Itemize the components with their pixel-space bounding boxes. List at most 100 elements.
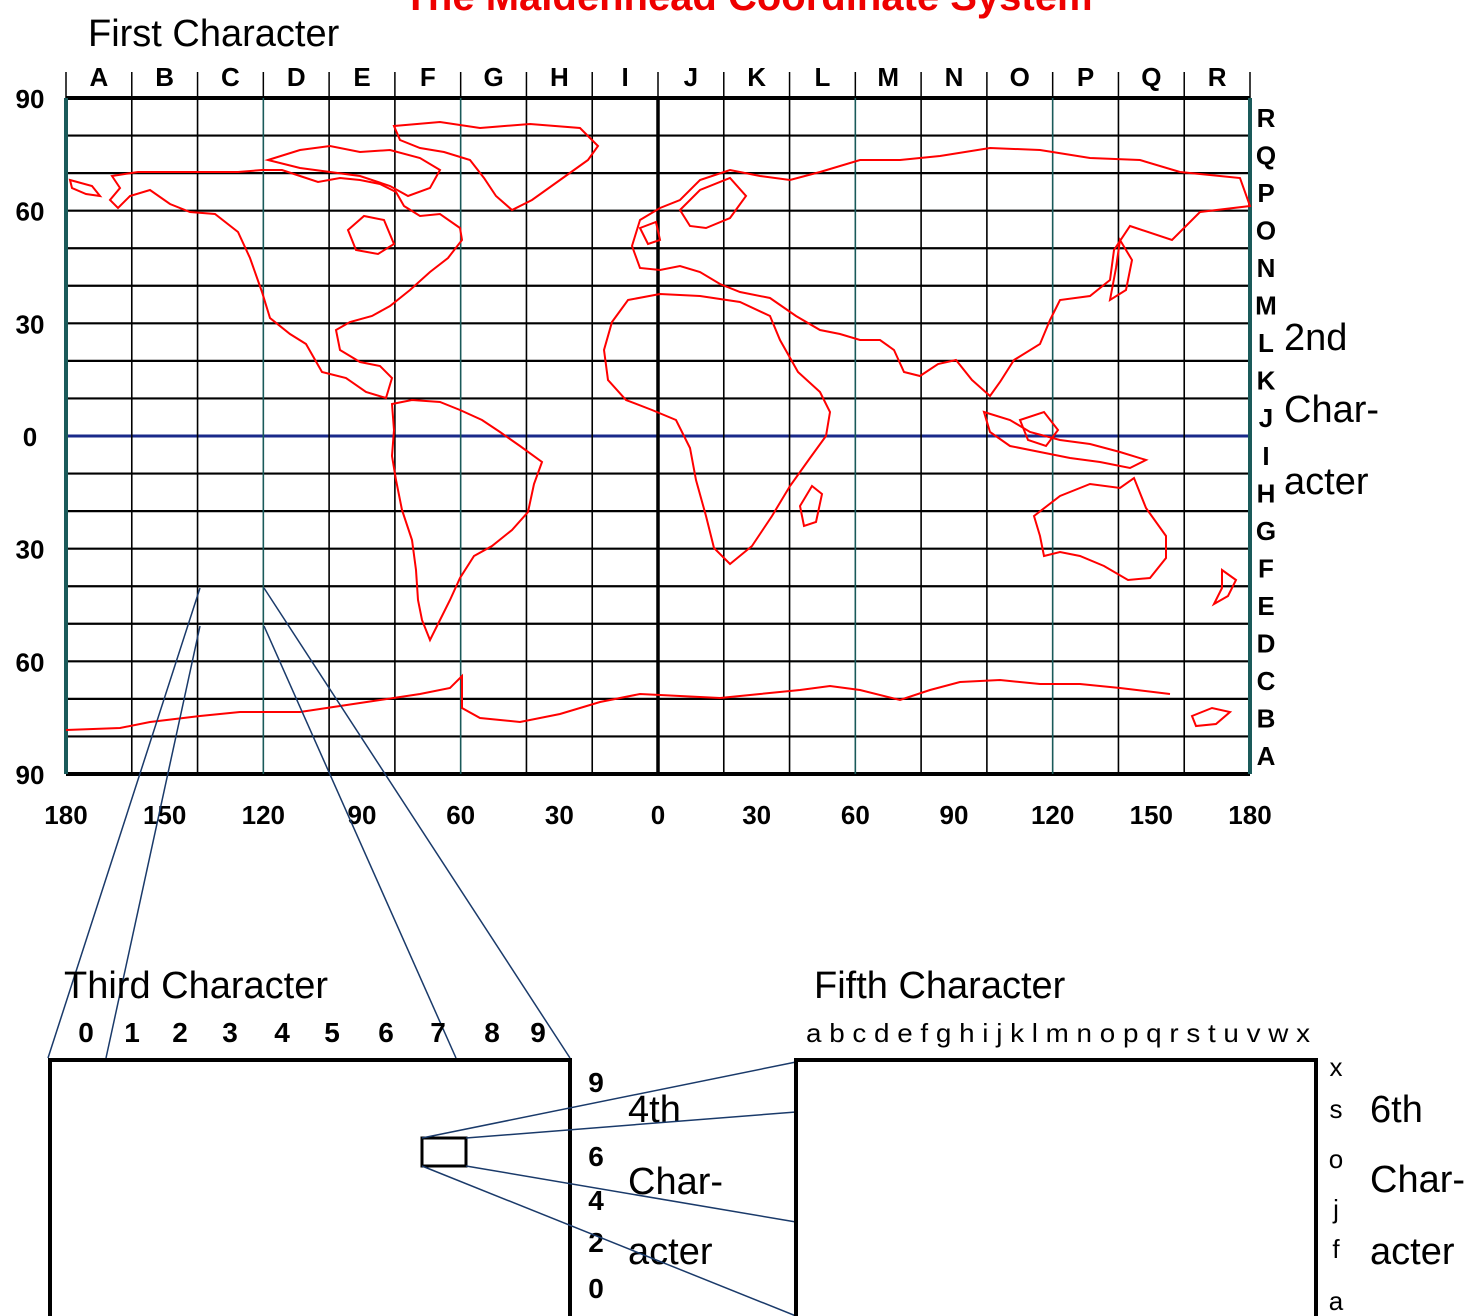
world-coastlines xyxy=(65,120,1252,731)
fourth-character-line-2: Char- xyxy=(628,1161,723,1203)
latitude-label: 60 xyxy=(16,647,45,677)
field-letter-lat-n: N xyxy=(1257,253,1276,283)
coast-eurasia xyxy=(630,146,1252,398)
field-letter-lat-b: B xyxy=(1257,704,1276,734)
coast-australia xyxy=(1032,476,1167,582)
square-digit-lon-9: 9 xyxy=(530,1017,546,1048)
square-digit-lat-6: 6 xyxy=(588,1141,604,1172)
coast-japan xyxy=(1108,237,1134,303)
subsquare-letter-lat-j: j xyxy=(1332,1194,1339,1224)
zoom-line xyxy=(263,587,571,1059)
longitude-label: 60 xyxy=(446,800,475,830)
field-letter-lon-c: C xyxy=(221,62,240,92)
subsquare-letter-lat-s: s xyxy=(1330,1094,1343,1124)
zoom-line xyxy=(421,1165,797,1316)
coast-antarctica xyxy=(65,673,1171,731)
coast-uk xyxy=(638,220,662,246)
square-digit-lat-0: 0 xyxy=(588,1273,604,1304)
field-letter-lat-p: P xyxy=(1257,178,1274,208)
field-letter-lon-f: F xyxy=(420,62,436,92)
coast-north-america xyxy=(108,169,464,400)
square-digits-lat: 9 6 4 2 0 xyxy=(588,1067,604,1304)
latitude-label: 30 xyxy=(16,309,45,339)
longitude-label: 150 xyxy=(143,800,186,830)
square-digit-lon-8: 8 xyxy=(484,1017,500,1048)
field-letter-lon-p: P xyxy=(1077,62,1094,92)
zoom-line xyxy=(263,625,457,1059)
coast-alaska-west xyxy=(68,178,103,198)
square-digit-lon-4: 4 xyxy=(274,1017,290,1048)
field-letter-lat-q: Q xyxy=(1256,140,1276,170)
subsquare-marker xyxy=(420,1136,468,1168)
sixth-character-line-3: acter xyxy=(1370,1231,1455,1273)
coast-antarctica-east xyxy=(1190,706,1233,728)
zoom-line xyxy=(465,1165,797,1223)
field-letter-lon-a: A xyxy=(89,62,108,92)
field-letter-lat-o: O xyxy=(1256,215,1276,245)
zoom-lines-square-to-subsquare xyxy=(421,1061,797,1316)
latitude-label: 0 xyxy=(23,422,37,452)
longitude-label: 120 xyxy=(1031,800,1074,830)
field-letter-lat-f: F xyxy=(1258,553,1274,583)
field-letter-lat-m: M xyxy=(1255,291,1277,321)
longitude-label: 0 xyxy=(651,800,665,830)
fourth-character-line-3: acter xyxy=(628,1231,713,1273)
coast-greenland xyxy=(392,120,600,212)
square-digit-lon-1: 1 xyxy=(124,1017,140,1048)
sixth-character-line-2: Char- xyxy=(1370,1159,1465,1201)
coast-south-america xyxy=(390,398,544,643)
field-letter-lat-c: C xyxy=(1257,666,1276,696)
field-letter-lat-i: I xyxy=(1262,441,1269,471)
longitude-label: 120 xyxy=(242,800,285,830)
fifth-character-label: Fifth Character xyxy=(814,965,1066,1007)
latitude-label: 90 xyxy=(16,760,45,790)
field-letter-lat-d: D xyxy=(1257,629,1276,659)
first-character-label: First Character xyxy=(88,13,340,55)
field-letter-lon-e: E xyxy=(353,62,370,92)
second-character-line-2: Char- xyxy=(1284,389,1379,431)
diagram-title: The Maidenhead Coordinate System xyxy=(403,0,1092,19)
field-letter-lon-n: N xyxy=(945,62,964,92)
second-character-line-1: 2nd xyxy=(1284,317,1347,359)
field-letter-lon-o: O xyxy=(1010,62,1030,92)
square-digit-lon-0: 0 xyxy=(78,1017,94,1048)
longitude-label: 30 xyxy=(545,800,574,830)
third-character-label: Third Character xyxy=(64,965,328,1007)
coast-madagascar xyxy=(798,484,824,528)
subsquare-letters-lon: a b c d e f g h i j k l m n o p q r s t … xyxy=(806,1018,1310,1048)
latitude-label: 60 xyxy=(16,197,45,227)
longitude-label: 180 xyxy=(44,800,87,830)
field-letter-lat-h: H xyxy=(1257,478,1276,508)
longitude-label: 90 xyxy=(940,800,969,830)
coast-africa xyxy=(602,292,832,566)
field-letter-lat-j: J xyxy=(1259,403,1273,433)
square-digit-lon-2: 2 xyxy=(172,1017,188,1048)
subsquare-letter-lat-f: f xyxy=(1332,1234,1340,1264)
coast-arctic-islands xyxy=(264,144,442,198)
field-letter-lon-j: J xyxy=(684,62,698,92)
longitude-label: 30 xyxy=(742,800,771,830)
square-digit-lon-5: 5 xyxy=(324,1017,340,1048)
square-box xyxy=(48,1058,572,1316)
square-digit-lon-3: 3 xyxy=(222,1017,238,1048)
square-digit-lat-9: 9 xyxy=(588,1067,604,1098)
zoom-lines-field-to-square xyxy=(47,587,571,1059)
coast-scandinavia xyxy=(678,176,748,230)
square-digit-lat-2: 2 xyxy=(588,1227,604,1258)
subsquare-box xyxy=(794,1058,1318,1316)
field-letter-lon-m: M xyxy=(877,62,899,92)
field-letter-lon-i: I xyxy=(621,62,628,92)
second-character-label: 2nd Char- acter xyxy=(1284,317,1379,503)
square-digit-lat-4: 4 xyxy=(588,1185,604,1216)
subsquare-letter-lat-o: o xyxy=(1329,1144,1343,1174)
field-letter-lon-l: L xyxy=(814,62,830,92)
latitude-label: 30 xyxy=(16,535,45,565)
zoom-line xyxy=(105,625,201,1059)
coast-new-zealand xyxy=(1211,568,1238,607)
fourth-character-label: 4th Char- acter xyxy=(628,1089,723,1273)
field-letter-lon-q: Q xyxy=(1141,62,1161,92)
field-letter-lat-r: R xyxy=(1257,103,1276,133)
coast-borneo xyxy=(1018,410,1060,448)
